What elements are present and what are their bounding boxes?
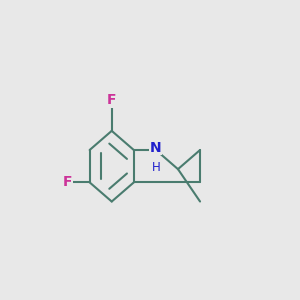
Text: F: F	[63, 176, 72, 189]
Text: N: N	[150, 141, 162, 154]
Text: F: F	[107, 93, 116, 107]
Text: H: H	[152, 161, 160, 174]
